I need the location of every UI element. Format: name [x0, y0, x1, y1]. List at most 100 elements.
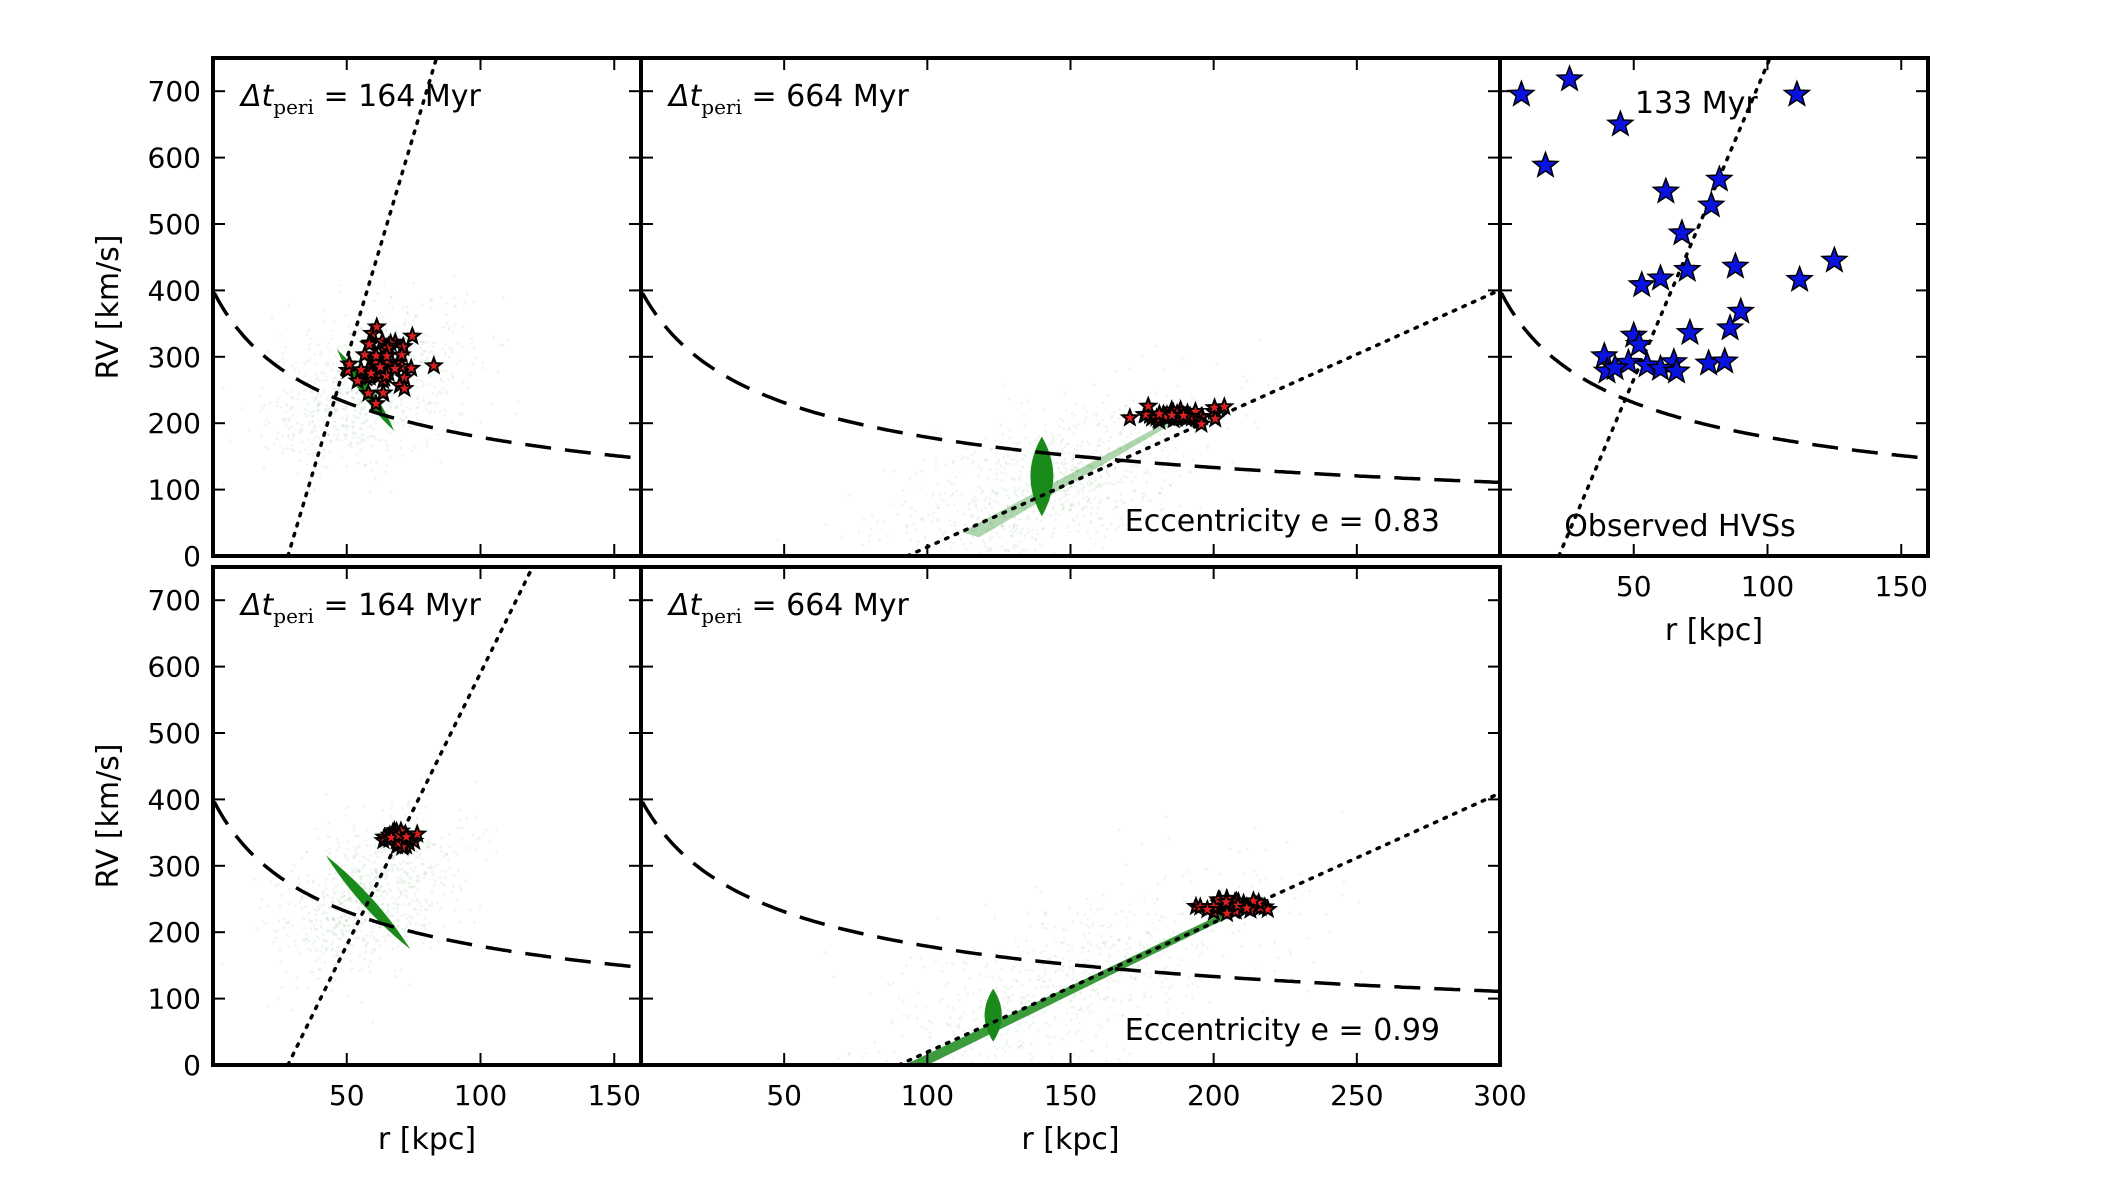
halo-particle [1020, 512, 1024, 515]
halo-particle [1117, 454, 1121, 458]
halo-particle [386, 934, 390, 938]
halo-particle [991, 526, 995, 529]
halo-particle [1006, 548, 1010, 552]
halo-particle [499, 343, 502, 347]
halo-particle [1089, 465, 1092, 468]
halo-particle [415, 412, 418, 416]
halo-particle [1044, 430, 1047, 433]
halo-particle [346, 387, 350, 390]
halo-particle [381, 847, 384, 851]
halo-particle [326, 930, 330, 934]
halo-particle [357, 845, 361, 849]
halo-particle [1109, 523, 1113, 526]
halo-particle [1061, 437, 1065, 441]
halo-particle [1084, 961, 1088, 965]
halo-particle [296, 472, 300, 475]
halo-particle [1004, 472, 1008, 476]
halo-particle [1067, 493, 1071, 496]
halo-particle [1137, 1005, 1140, 1009]
halo-particle [1203, 867, 1207, 871]
halo-particle [298, 459, 301, 463]
halo-particle [1092, 1049, 1095, 1052]
halo-particle [335, 379, 338, 383]
halo-particle [1014, 489, 1018, 492]
halo-particle [1034, 538, 1038, 542]
halo-particle [360, 447, 364, 451]
halo-particle [903, 500, 907, 503]
halo-particle [385, 448, 389, 452]
halo-particle [313, 353, 317, 357]
halo-particle [1086, 1004, 1090, 1008]
halo-particle [419, 908, 423, 912]
halo-particle [1106, 979, 1109, 983]
halo-particle [478, 904, 482, 908]
halo-particle [394, 406, 398, 409]
halo-particle [439, 377, 443, 380]
halo-particle [379, 944, 382, 948]
halo-particle [359, 922, 363, 926]
halo-particle [1139, 457, 1142, 461]
halo-particle [433, 879, 437, 883]
halo-particle [1177, 931, 1180, 935]
halo-particle [983, 459, 987, 462]
halo-particle [1012, 965, 1016, 969]
halo-particle [909, 515, 913, 519]
halo-particle [1086, 481, 1089, 485]
halo-particle [397, 919, 400, 923]
halo-particle [396, 924, 400, 928]
halo-particle [315, 946, 319, 950]
halo-particle [1044, 1021, 1048, 1025]
annotation-subscript: peri [701, 95, 742, 119]
halo-particle [937, 482, 940, 485]
halo-particle [333, 926, 336, 930]
halo-particle [313, 458, 317, 461]
x-tick-label: 300 [1473, 1079, 1526, 1112]
halo-particle [1121, 523, 1125, 527]
halo-particle [438, 410, 441, 414]
halo-particle [1305, 989, 1309, 993]
simulated-hvs-star [1243, 890, 1264, 910]
halo-particle [1083, 974, 1087, 978]
halo-particle [1124, 954, 1127, 958]
halo-particle [983, 541, 987, 545]
halo-particle [984, 974, 988, 978]
halo-particle [1017, 487, 1021, 490]
halo-particle [992, 535, 995, 539]
halo-particle [477, 836, 481, 840]
halo-particle [1155, 897, 1159, 900]
halo-particle [1148, 442, 1152, 446]
halo-particle [328, 450, 332, 453]
halo-particle [989, 536, 992, 540]
halo-particle [411, 899, 415, 902]
halo-particle [395, 880, 399, 884]
halo-particle [326, 916, 329, 920]
halo-particle [409, 323, 413, 326]
halo-particle [392, 907, 395, 911]
halo-particle [904, 1059, 907, 1063]
halo-particle [285, 922, 289, 925]
halo-particle [369, 853, 373, 857]
halo-particle [1049, 978, 1052, 982]
halo-particle [1021, 448, 1025, 452]
halo-particle [1142, 518, 1146, 521]
simulated-hvs-star [347, 370, 368, 390]
halo-particle [989, 547, 993, 550]
halo-particle [387, 931, 390, 935]
halo-particle [347, 889, 351, 892]
halo-particle [1028, 483, 1032, 487]
halo-particle [405, 889, 408, 893]
halo-particle [334, 885, 338, 889]
halo-particle [314, 428, 317, 432]
halo-particle [1098, 437, 1101, 441]
halo-particle [1003, 550, 1007, 553]
halo-particle [304, 388, 308, 392]
halo-particle [351, 396, 355, 400]
halo-particle [1006, 494, 1010, 497]
halo-particle [309, 337, 313, 341]
halo-particle [421, 342, 424, 346]
halo-particle [336, 882, 340, 886]
halo-particle [349, 333, 353, 337]
halo-particle [419, 346, 423, 350]
halo-particle [342, 383, 345, 387]
halo-particle [452, 305, 456, 308]
